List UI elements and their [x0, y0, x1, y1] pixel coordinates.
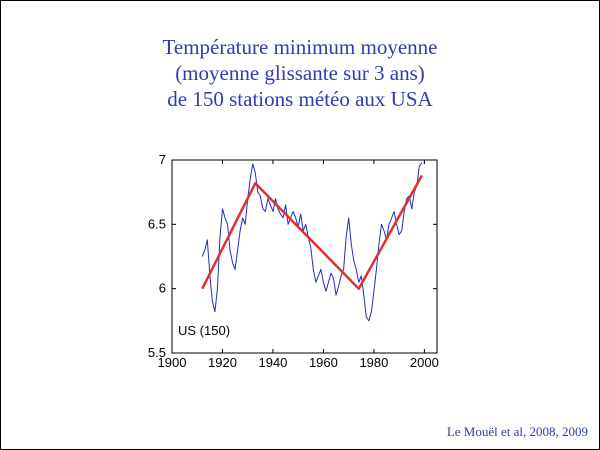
series-line-temperature: [201, 162, 423, 322]
x-tick-label: 1960: [309, 355, 338, 370]
y-tick-label: 6: [159, 281, 166, 296]
title-line-3: de 150 stations météo aux USA: [167, 87, 433, 111]
y-tick-label: 6.5: [148, 216, 166, 231]
x-tick-label: 1920: [208, 355, 237, 370]
x-tick-label: 2000: [410, 355, 439, 370]
citation: Le Mouël et al, 2008, 2009: [446, 424, 588, 439]
x-tick-label: 1940: [258, 355, 287, 370]
series-line-trend: [201, 174, 423, 290]
plot-frame: [171, 159, 438, 354]
x-tick-label: 1900: [158, 355, 187, 370]
x-tick-label: 1980: [359, 355, 388, 370]
title-line-2: (moyenne glissante sur 3 ans): [175, 61, 425, 85]
y-tick-label: 7: [159, 152, 166, 167]
slide-title: Température minimum moyenne (moyenne gli…: [0, 34, 600, 112]
chart-annotation: US (150): [178, 323, 230, 338]
y-tick-label: 5.5: [148, 345, 166, 360]
title-line-1: Température minimum moyenne: [162, 35, 438, 59]
